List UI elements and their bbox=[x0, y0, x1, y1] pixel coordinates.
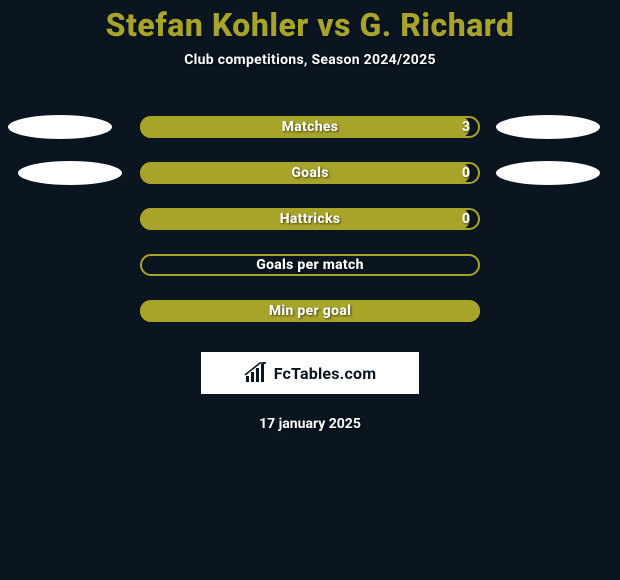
stat-bar-outline bbox=[140, 116, 480, 138]
stat-row: Min per goal bbox=[0, 288, 620, 334]
player-right-marker bbox=[496, 115, 600, 139]
stat-bar-outline bbox=[140, 300, 480, 322]
stat-bar: Hattricks0 bbox=[140, 208, 480, 230]
stat-row: Goals0 bbox=[0, 150, 620, 196]
stat-bar-outline bbox=[140, 162, 480, 184]
stat-row: Goals per match bbox=[0, 242, 620, 288]
logo-text: FcTables.com bbox=[274, 364, 377, 383]
fctables-logo[interactable]: FcTables.com bbox=[201, 352, 419, 394]
stat-row: Matches3 bbox=[0, 104, 620, 150]
stat-bar: Min per goal bbox=[140, 300, 480, 322]
stat-rows: Matches3 Goals0 Hattricks0 Goals per match M… bbox=[0, 104, 620, 334]
player-right-marker bbox=[496, 161, 600, 185]
stat-bar-outline bbox=[140, 254, 480, 276]
stat-bar: Matches3 bbox=[140, 116, 480, 138]
stat-bar: Goals0 bbox=[140, 162, 480, 184]
player-left-marker bbox=[18, 161, 122, 185]
stat-bar-outline bbox=[140, 208, 480, 230]
player-left-marker bbox=[8, 115, 112, 139]
comparison-subtitle: Club competitions, Season 2024/2025 bbox=[0, 52, 620, 68]
stat-row: Hattricks0 bbox=[0, 196, 620, 242]
bar-chart-icon bbox=[244, 362, 270, 384]
stat-bar: Goals per match bbox=[140, 254, 480, 276]
comparison-title: Stefan Kohler vs G. Richard bbox=[0, 6, 620, 44]
comparison-widget: Stefan Kohler vs G. Richard Club competi… bbox=[0, 0, 620, 580]
footer-date: 17 january 2025 bbox=[0, 416, 620, 432]
